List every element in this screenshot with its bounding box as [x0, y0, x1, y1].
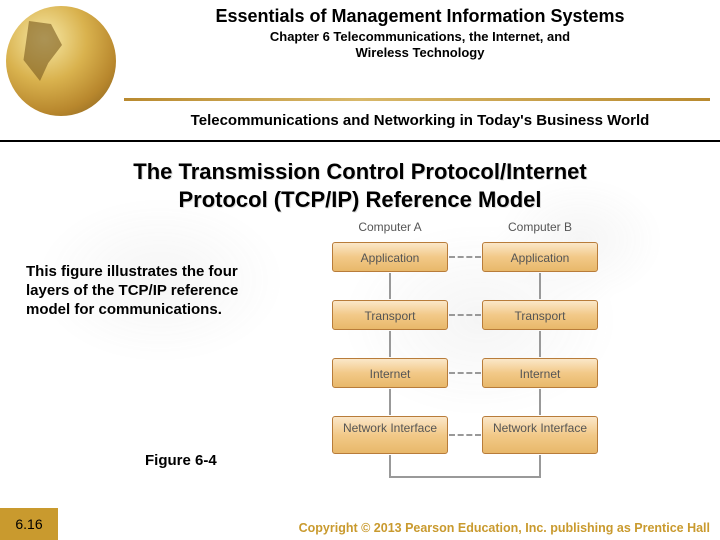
- book-title: Essentials of Management Information Sys…: [130, 6, 710, 27]
- vline-b-1: [539, 273, 541, 299]
- layer-box-application-b: Application: [482, 242, 598, 272]
- slide-title-line1: The Transmission Control Protocol/Intern…: [133, 159, 587, 184]
- dash-link-1: [449, 256, 481, 258]
- vline-b-2: [539, 331, 541, 357]
- bottom-connector: [389, 476, 541, 478]
- globe-image: [6, 6, 116, 116]
- copyright: Copyright © 2013 Pearson Education, Inc.…: [299, 521, 710, 535]
- page-number: 6.16: [0, 508, 58, 540]
- vline-a-1: [389, 273, 391, 299]
- layer-box-internet-b: Internet: [482, 358, 598, 388]
- layer-box-transport-a: Transport: [332, 300, 448, 330]
- layer-box-application-a: Application: [332, 242, 448, 272]
- vline-a-4: [389, 455, 391, 477]
- section-title: Telecommunications and Networking in Tod…: [130, 112, 710, 129]
- dash-link-3: [449, 372, 481, 374]
- layer-box-network-b: Network Interface: [482, 416, 598, 454]
- slide-title-line2: Protocol (TCP/IP) Reference Model: [178, 187, 541, 212]
- column-header-b: Computer B: [480, 220, 600, 234]
- vline-b-4: [539, 455, 541, 477]
- dash-link-2: [449, 314, 481, 316]
- layer-box-transport-b: Transport: [482, 300, 598, 330]
- gold-divider: [124, 98, 710, 101]
- chapter-line1: Chapter 6 Telecommunications, the Intern…: [270, 29, 570, 44]
- header-titles: Essentials of Management Information Sys…: [130, 6, 710, 62]
- slide-title: The Transmission Control Protocol/Intern…: [60, 158, 660, 213]
- layer-box-network-a: Network Interface: [332, 416, 448, 454]
- vline-b-3: [539, 389, 541, 415]
- vline-a-2: [389, 331, 391, 357]
- column-header-a: Computer A: [330, 220, 450, 234]
- chapter-line2: Wireless Technology: [356, 45, 485, 60]
- tcpip-diagram: Computer A Computer B Application Applic…: [300, 220, 620, 490]
- figure-label: Figure 6-4: [145, 452, 217, 469]
- horizontal-rule: [0, 140, 720, 142]
- dash-link-4: [449, 434, 481, 436]
- vline-a-3: [389, 389, 391, 415]
- layer-box-internet-a: Internet: [332, 358, 448, 388]
- footer: 6.16 Copyright © 2013 Pearson Education,…: [0, 508, 720, 540]
- figure-caption: This figure illustrates the four layers …: [26, 263, 251, 319]
- chapter-title: Chapter 6 Telecommunications, the Intern…: [130, 29, 710, 62]
